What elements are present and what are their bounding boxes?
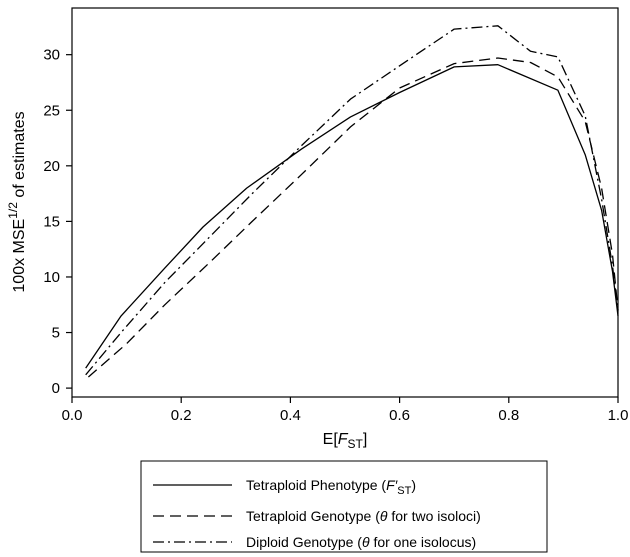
legend-label-1: Tetraploid Phenotype (F′ST) xyxy=(246,477,416,497)
legend-label-3-var: θ xyxy=(362,534,370,550)
x-axis-title-prefix: E[ xyxy=(323,431,339,448)
y-tick-label: 10 xyxy=(43,269,60,286)
legend-label-2-before: Tetraploid Genotype ( xyxy=(246,508,380,524)
x-tick-label: 0.0 xyxy=(62,407,83,424)
y-tick-label: 15 xyxy=(43,213,60,230)
legend-label-1-before: Tetraploid Phenotype ( xyxy=(246,477,386,493)
legend-label-1-after: ) xyxy=(411,477,416,493)
x-tick-label: 0.8 xyxy=(498,407,519,424)
y-axis-title-suffix: of estimates xyxy=(11,111,28,202)
y-axis-title-prefix: 100x MSE xyxy=(11,219,28,293)
legend-box xyxy=(140,460,548,553)
legend-label-1-var: F′ xyxy=(386,477,399,493)
legend-label-1-sub: ST xyxy=(397,485,411,497)
series-line-3 xyxy=(85,25,619,376)
y-axis-title: 100x MSE1/2 of estimates xyxy=(6,111,28,292)
legend-label-3-after: for one isolocus) xyxy=(370,534,477,550)
y-tick-label: 5 xyxy=(52,325,60,342)
y-tick-label: 0 xyxy=(52,380,60,397)
x-tick-label: 0.2 xyxy=(171,407,192,424)
legend-label-2-after: for two isoloci) xyxy=(387,508,480,524)
x-axis-ticks: 0.0 0.2 0.4 0.6 0.8 1.0 xyxy=(62,397,629,424)
y-axis-title-sup: 1/2 xyxy=(6,202,20,219)
legend-label-3: Diploid Genotype (θ for one isolocus) xyxy=(246,534,476,550)
series-lines xyxy=(85,25,619,378)
series-line-1 xyxy=(85,64,619,369)
x-axis-title-sub: ST xyxy=(348,437,364,451)
x-axis-title-suffix: ] xyxy=(363,431,367,448)
x-tick-label: 0.6 xyxy=(389,407,410,424)
legend-samples xyxy=(153,484,232,543)
x-tick-label: 1.0 xyxy=(608,407,629,424)
y-tick-label: 20 xyxy=(43,158,60,175)
legend: Tetraploid Phenotype (F′ST) Tetraploid G… xyxy=(140,460,548,553)
y-tick-label: 25 xyxy=(43,102,60,119)
x-tick-label: 0.4 xyxy=(280,407,301,424)
x-axis-title-var: F xyxy=(338,431,349,448)
y-axis-ticks: 0 5 10 15 20 25 30 xyxy=(43,47,72,397)
y-tick-label: 30 xyxy=(43,47,60,64)
x-axis-title: E[FST] xyxy=(323,431,368,451)
legend-label-2-var: θ xyxy=(380,508,388,524)
series-line-2 xyxy=(87,57,619,378)
plot-frame xyxy=(71,7,619,398)
legend-label-3-before: Diploid Genotype ( xyxy=(246,534,362,550)
legend-label-2: Tetraploid Genotype (θ for two isoloci) xyxy=(246,508,481,524)
